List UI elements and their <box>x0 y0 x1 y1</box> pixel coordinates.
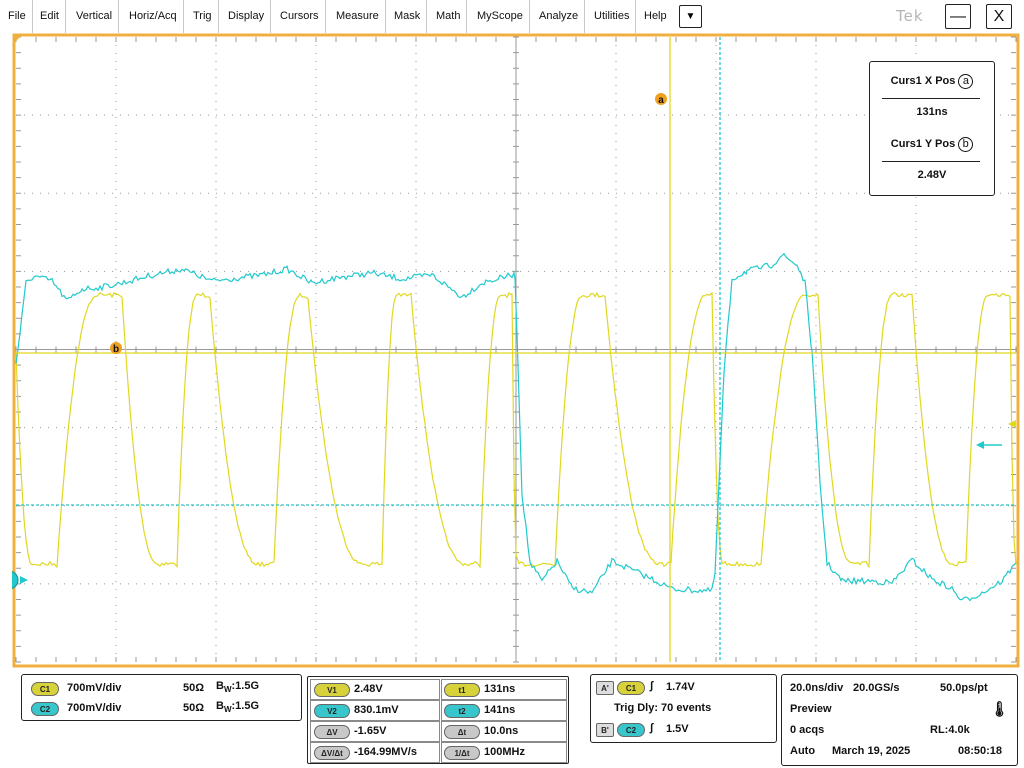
thermometer-icon: 🌡 <box>990 701 1010 718</box>
v2-badge[interactable]: V2 <box>314 704 350 718</box>
trigger-mode[interactable]: Auto <box>790 745 816 757</box>
ch2-impedance: 50Ω <box>183 702 205 714</box>
trigger-a-tag: A' <box>596 681 614 695</box>
ch2-badge[interactable]: C2 <box>31 702 59 716</box>
delta-v-value: -1.65V <box>354 725 387 737</box>
cursor-b-symbol: b <box>958 137 974 152</box>
screen-frame <box>12 33 1020 668</box>
v1-badge[interactable]: V1 <box>314 683 350 697</box>
cursor-y-title: Curs1 Y Pos b <box>870 137 994 152</box>
trigger-a-level[interactable]: 1.74V <box>666 681 695 693</box>
ch2-bandwidth: BW:1.5G <box>216 700 260 715</box>
menu-utilities[interactable]: Utilities <box>588 0 637 33</box>
trigger-delay[interactable]: Trig Dly: 70 events <box>614 702 712 714</box>
t2-value: 141ns <box>484 704 516 716</box>
ch2-ground-marker <box>12 570 19 590</box>
menu-analyze[interactable]: Analyze <box>533 0 586 33</box>
divider <box>882 98 980 99</box>
rising-edge-icon: ∫ <box>650 722 654 734</box>
minimize-button[interactable]: — <box>945 4 971 29</box>
delta-t-badge[interactable]: Δt <box>444 725 480 739</box>
sample-rate[interactable]: 20.0GS/s <box>853 682 900 694</box>
cursor-x-value: 131ns <box>916 106 948 118</box>
acq-mode[interactable]: Preview <box>790 703 832 715</box>
menu-vertical[interactable]: Vertical <box>70 0 120 33</box>
cursor-measurement-table[interactable]: V1 2.48V t1 131ns V2 830.1mV t2 141ns ΔV… <box>307 676 569 764</box>
ch1-badge[interactable]: C1 <box>31 682 59 696</box>
channel-settings-panel[interactable]: C1 700mV/div 50Ω BW:1.5G C2 700mV/div 50… <box>21 674 302 721</box>
menu-help[interactable]: Help <box>644 10 667 22</box>
ch1-bandwidth: BW:1.5G <box>216 680 260 695</box>
acq-count: 0 acqs <box>790 724 825 736</box>
t2-badge[interactable]: t2 <box>444 704 480 718</box>
cursor-a-marker <box>655 93 667 105</box>
cursor-b-marker <box>110 342 122 354</box>
graticule-svg: ab2 <box>12 33 1020 668</box>
cursor-b-label: b <box>113 344 119 355</box>
menu-horiz-acq[interactable]: Horiz/Acq <box>123 0 184 33</box>
menu-mask[interactable]: Mask <box>388 0 428 33</box>
trigger-position-icon <box>14 35 22 43</box>
t1-badge[interactable]: t1 <box>444 683 480 697</box>
v1-value: 2.48V <box>354 683 383 695</box>
delta-t-value: 10.0ns <box>484 725 519 737</box>
t1-value: 131ns <box>484 683 516 695</box>
timebase[interactable]: 20.0ns/div <box>790 682 844 694</box>
tek-logo: Tek <box>896 7 924 25</box>
menu-cursors[interactable]: Cursors <box>274 0 326 33</box>
trigger-b-tag: B' <box>596 723 614 737</box>
date: March 19, 2025 <box>832 745 911 757</box>
time-resolution: 50.0ps/pt <box>940 682 988 694</box>
cursor-a-label: a <box>658 95 664 106</box>
ch1-waveform <box>15 291 1017 569</box>
acquisition-panel[interactable]: 20.0ns/div 20.0GS/s 50.0ps/pt Preview 🌡 … <box>781 674 1018 766</box>
close-button[interactable]: X <box>986 4 1012 29</box>
menu-edit[interactable]: Edit <box>34 0 66 33</box>
ch2-waveform <box>15 252 1017 602</box>
menu-bar: File Edit Vertical Horiz/Acq Trig Displa… <box>0 0 1024 33</box>
time: 08:50:18 <box>958 745 1003 757</box>
slew-rate-value: -164.99MV/s <box>354 746 417 758</box>
ch2-arrow-icon <box>20 576 28 584</box>
frequency-badge[interactable]: 1/Δt <box>444 746 480 760</box>
menu-file[interactable]: File <box>2 0 33 33</box>
menu-trig[interactable]: Trig <box>187 0 219 33</box>
menu-display[interactable]: Display <box>222 0 272 33</box>
trigger-b-channel[interactable]: C2 <box>617 723 645 737</box>
menu-measure[interactable]: Measure <box>330 0 386 33</box>
trigger-b-level[interactable]: 1.5V <box>666 723 689 735</box>
menu-math[interactable]: Math <box>430 0 468 33</box>
trigger-a-channel[interactable]: C1 <box>617 681 645 695</box>
dropdown-arrow-icon[interactable]: ▼ <box>679 5 702 28</box>
cursor-y-value: 2.48V <box>917 169 947 181</box>
delta-v-badge[interactable]: ΔV <box>314 725 350 739</box>
divider <box>882 161 980 162</box>
ch1-impedance: 50Ω <box>183 682 205 694</box>
cursor-x-title: Curs1 X Pos a <box>870 74 994 89</box>
rising-edge-icon: ∫ <box>650 680 654 692</box>
menu-myscope[interactable]: MyScope <box>471 0 530 33</box>
cursor-readout-box: Curs1 X Pos a 131ns Curs1 Y Pos b 2.48V <box>869 61 995 196</box>
v2-value: 830.1mV <box>354 704 399 716</box>
frequency-value: 100MHz <box>484 746 525 758</box>
ch1-scale[interactable]: 700mV/div <box>67 682 122 694</box>
slew-rate-badge[interactable]: ΔV/Δt <box>314 746 350 760</box>
ch2-scale[interactable]: 700mV/div <box>67 702 122 714</box>
trigger-panel[interactable]: A' C1 ∫ 1.74V Trig Dly: 70 events B' C2 … <box>590 674 777 743</box>
cursor-a-symbol: a <box>958 74 974 89</box>
record-length[interactable]: RL:4.0k <box>930 724 970 736</box>
